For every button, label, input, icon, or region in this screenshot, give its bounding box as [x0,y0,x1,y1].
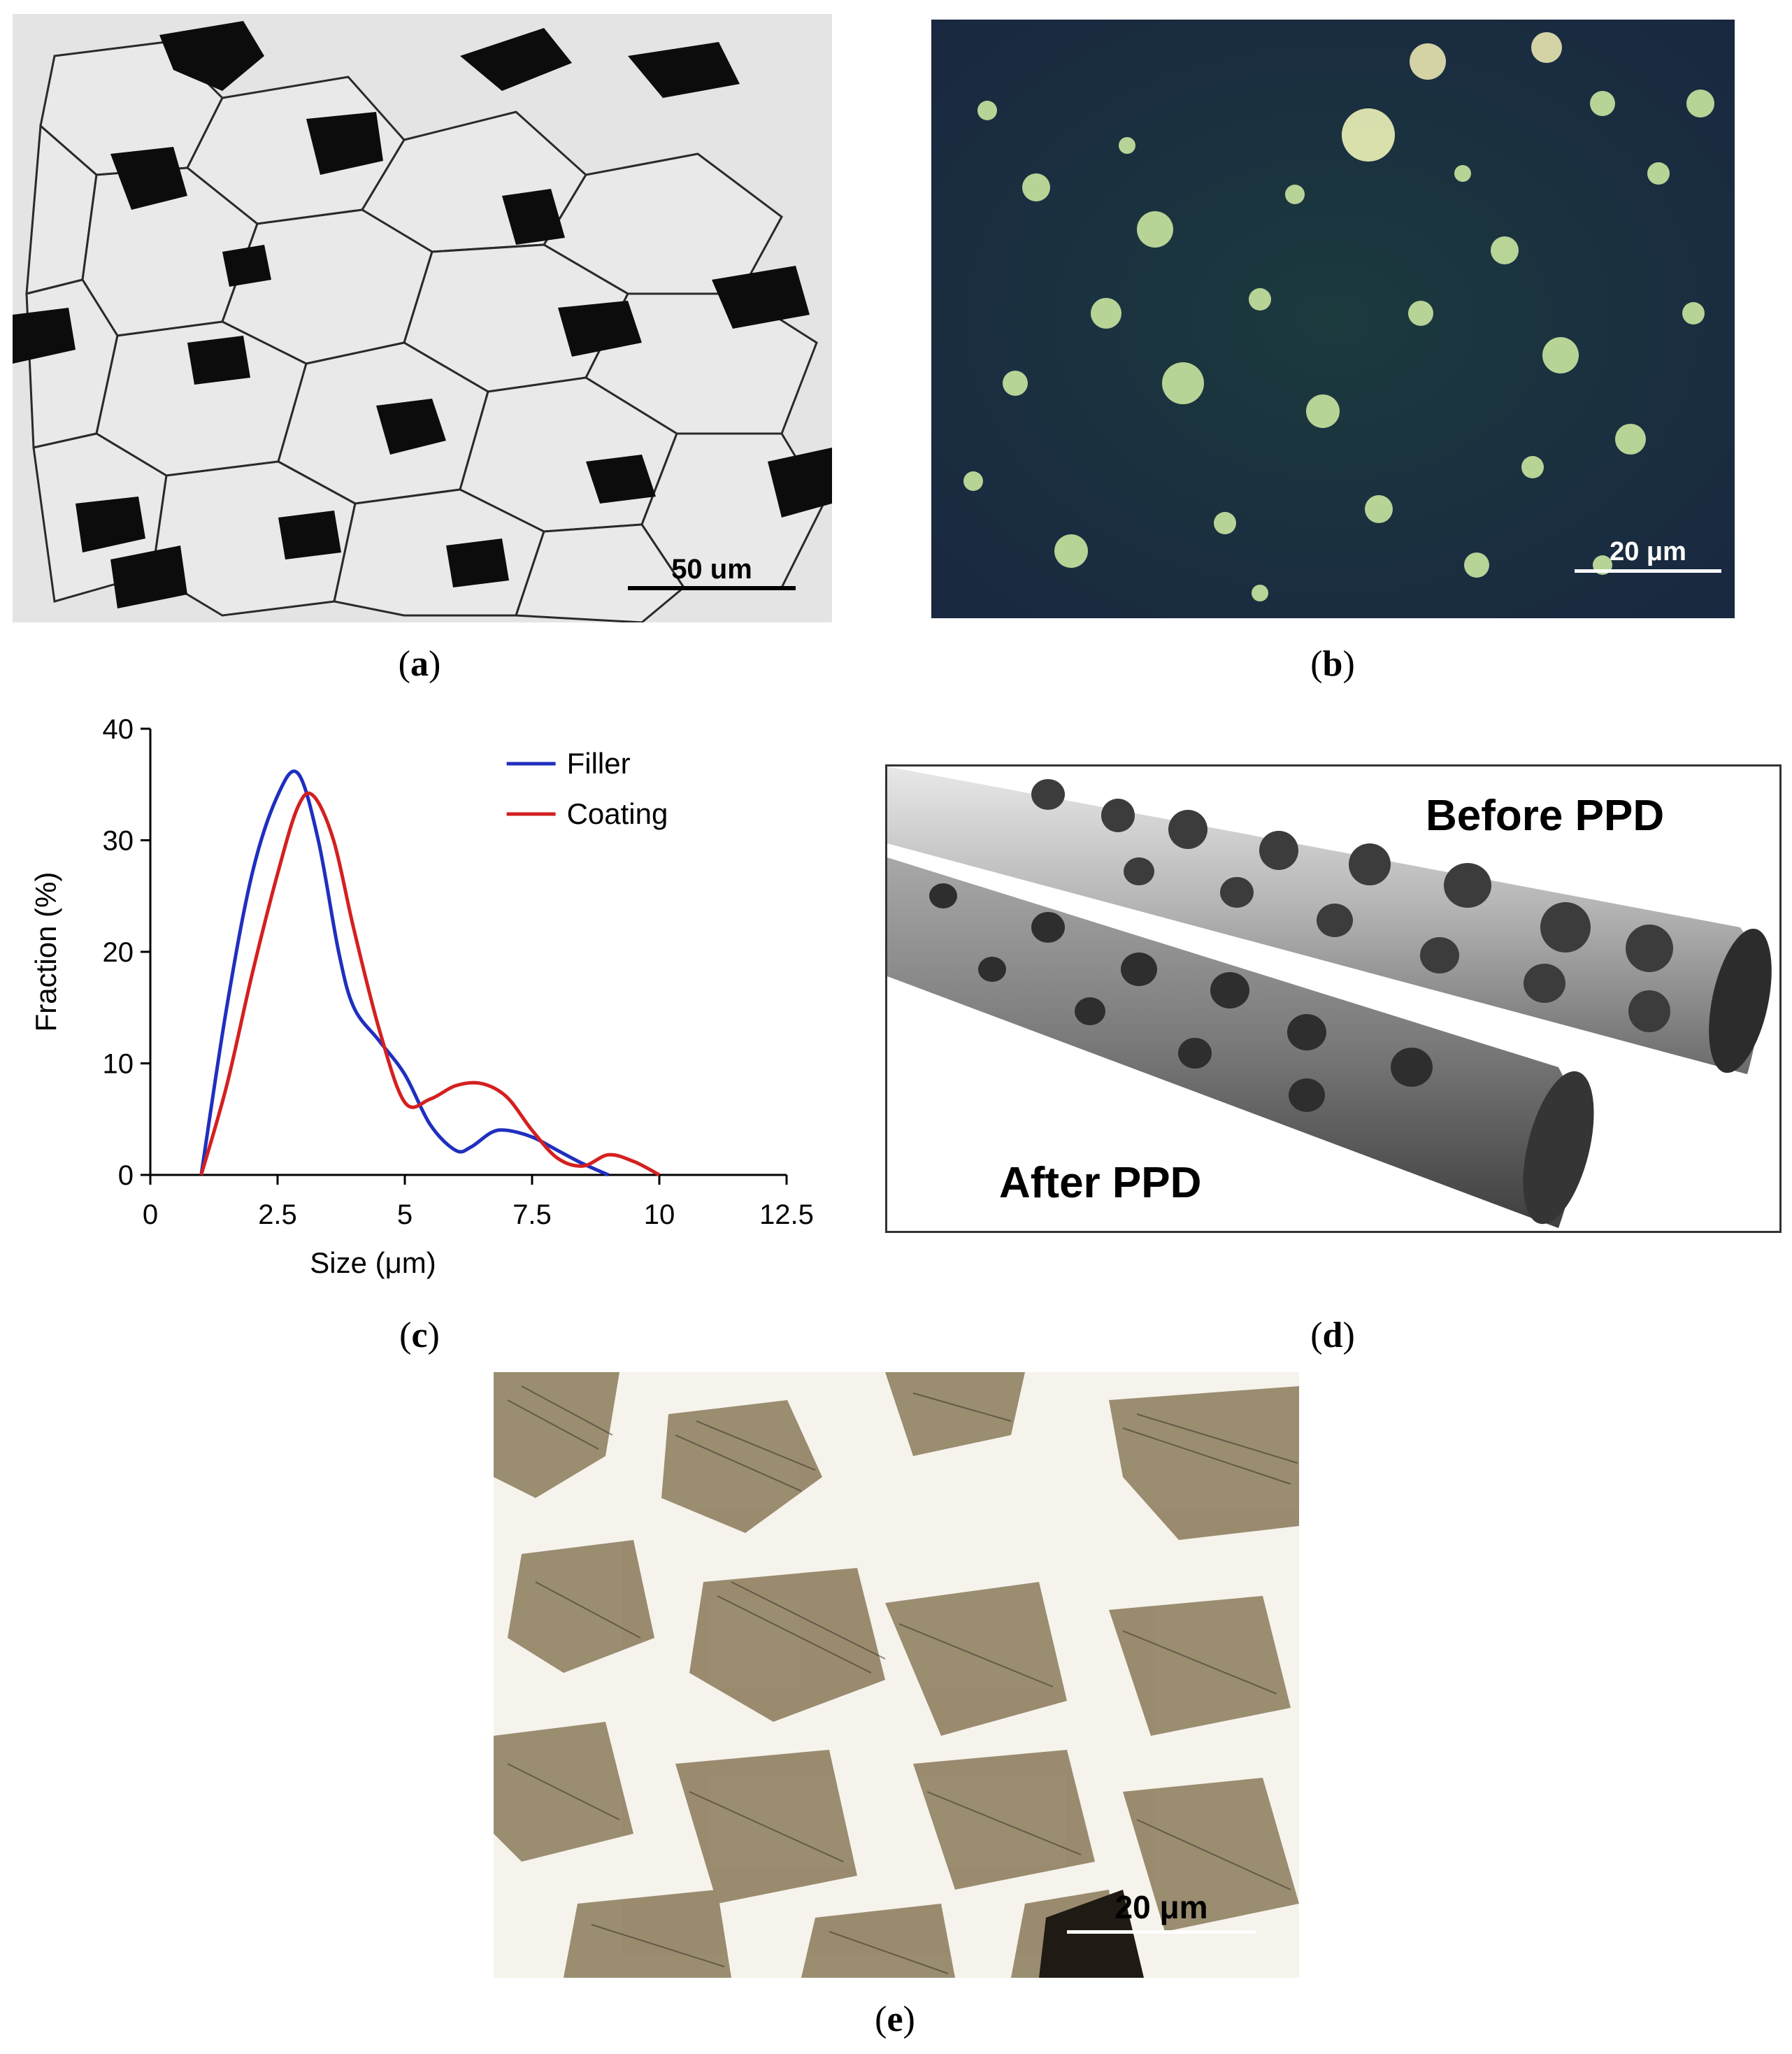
x-tick-label: 2.5 [258,1199,297,1230]
y-tick-label: 0 [118,1160,134,1191]
y-tick-label: 40 [103,714,134,745]
caption-a: (a) [398,644,441,684]
caption-c-letter: c [411,1315,428,1355]
micrograph-b-texture [931,20,1735,618]
scale-bar-b-label: 20 μm [1610,537,1686,566]
scale-bar-a-line [628,586,796,590]
legend-label-filler: Filler [567,747,631,780]
scale-bar-e: 20 μm [1067,1888,1256,1944]
caption-b: (b) [1310,644,1355,684]
rods-illustration [887,766,1772,1228]
scale-bar-a: 50 um [628,554,796,596]
series-line-filler [199,769,610,1177]
caption-a-letter: a [410,644,429,684]
photo-d: Before PPD After PPD [885,764,1782,1233]
x-tick-label: 0 [143,1199,158,1230]
scale-bar-b: 20 μm [1575,537,1721,579]
size-distribution-chart: 0 10 20 30 40 0 2.5 5 7.5 10 12.5 Size (μm) Fraction… [29,714,814,1279]
micrograph-e-texture [494,1372,1299,1978]
scale-bar-e-label: 20 μm [1114,1889,1208,1925]
x-tick-label: 7.5 [512,1199,552,1230]
x-tick-label: 12.5 [759,1199,814,1230]
scale-bar-e-line [1067,1930,1256,1934]
micrograph-a: 50 um [13,14,832,622]
caption-d: (d) [1310,1315,1355,1355]
chart-c: 0 10 20 30 40 0 2.5 5 7.5 10 12.5 Size (μm) Fraction… [14,706,839,1308]
scale-bar-a-label: 50 um [671,554,752,585]
legend-label-coating: Coating [567,797,668,830]
y-axis-title: Fraction (%) [29,872,62,1032]
scale-bar-b-line [1575,569,1721,573]
x-axis-title: Size (μm) [310,1246,436,1279]
y-tick-label: 30 [103,826,134,857]
before-ppd-label: Before PPD [1426,792,1665,840]
x-tick-label: 5 [397,1199,413,1230]
caption-b-letter: b [1322,644,1343,684]
micrograph-e: 20 μm [494,1372,1299,1978]
x-tick-label: 10 [644,1199,675,1230]
y-tick-label: 10 [103,1049,134,1080]
caption-e: (e) [875,1999,915,2039]
caption-e-letter: e [887,1999,903,2039]
after-ppd-label: After PPD [999,1159,1202,1207]
caption-c: (c) [399,1315,440,1355]
caption-d-letter: d [1322,1315,1343,1355]
micrograph-a-texture [13,14,832,622]
series-line-coating [199,791,661,1177]
micrograph-b: 20 μm [931,20,1735,618]
y-tick-label: 20 [103,937,134,968]
